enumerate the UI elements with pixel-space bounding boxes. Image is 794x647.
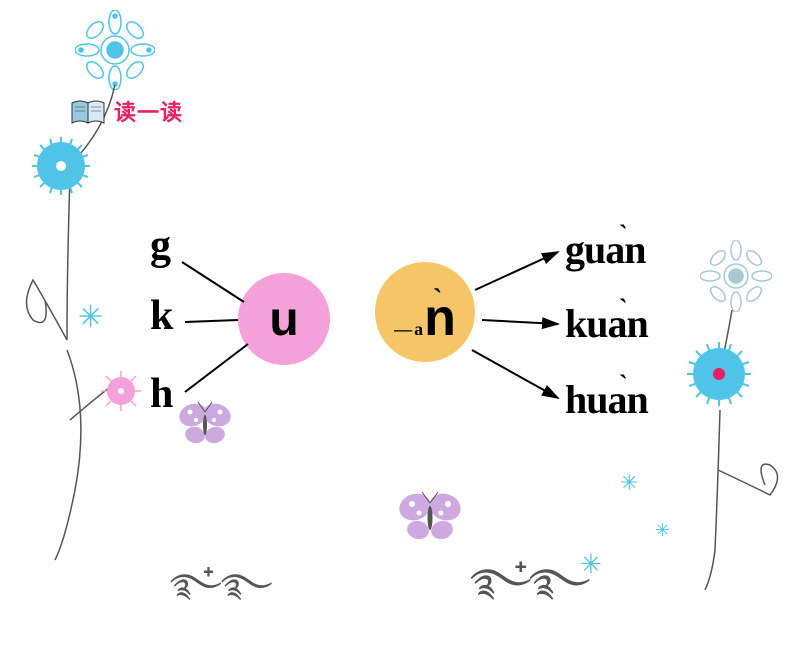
circle-u-node: u — [238, 273, 330, 365]
sparkle-icon: ✳ — [620, 470, 638, 496]
consonant-g: g — [150, 222, 171, 270]
tone-mark: ` — [619, 220, 627, 250]
sparkle-icon: ✳ — [655, 520, 670, 541]
blue-flower-icon — [30, 135, 92, 197]
tone-mark: ` — [619, 370, 627, 400]
consonant-h: h — [150, 370, 173, 418]
dash-label: — — [394, 319, 412, 340]
result-huan-text: huan — [565, 377, 648, 422]
result-kuan-text: kuan — [565, 301, 648, 346]
sparkle-icon: ✳ — [78, 300, 103, 335]
tone-mark: ` — [433, 284, 442, 316]
result-guan-text: guan — [565, 227, 646, 272]
curly-decoration-icon: ࿐ ໋࿐ — [470, 540, 587, 647]
pink-flower-icon — [100, 370, 142, 412]
result-huan: huan ` — [565, 376, 648, 423]
curly-decoration-icon: ࿐໋ ࿐ — [170, 550, 270, 640]
page-title: 读一读 — [114, 95, 183, 127]
blue-flower-icon — [685, 340, 753, 408]
butterfly-icon — [175, 400, 235, 450]
circle-u-label: u — [269, 292, 298, 347]
result-kuan: kuan ` — [565, 300, 648, 347]
title-area: 读一读 — [70, 95, 183, 127]
consonant-k: k — [150, 292, 173, 340]
an-a-label: a — [414, 319, 423, 340]
butterfly-icon — [395, 490, 465, 545]
result-guan: guan ` — [565, 226, 646, 273]
tone-mark: ` — [619, 294, 627, 324]
book-icon — [70, 97, 106, 125]
circle-an-node: ` — a n — [375, 262, 475, 362]
